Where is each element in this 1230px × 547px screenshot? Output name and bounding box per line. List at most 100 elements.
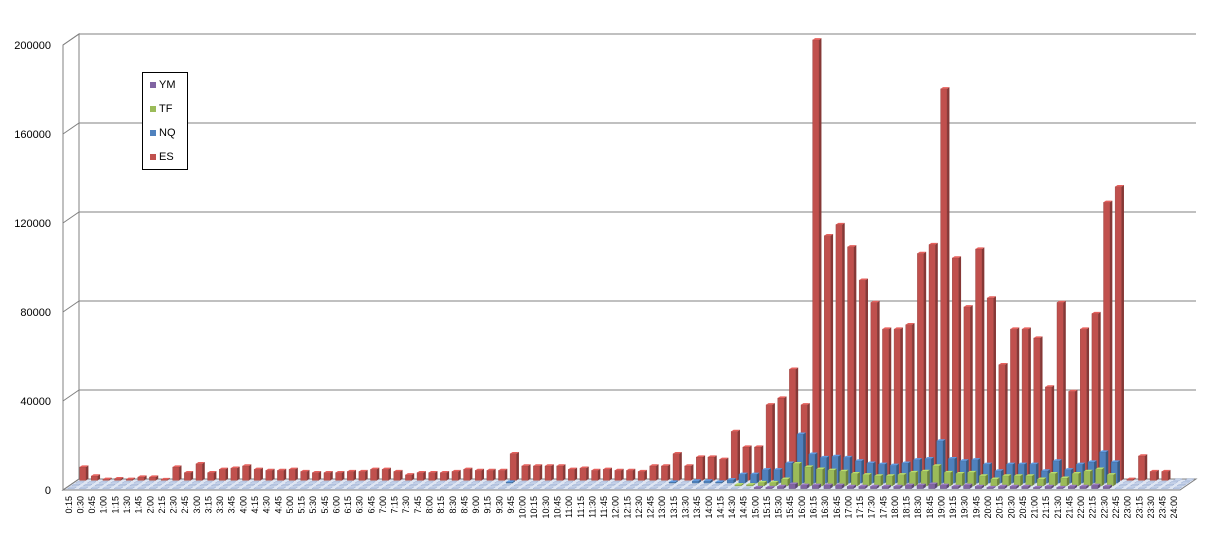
bar-tf — [978, 474, 988, 487]
bar-es — [335, 470, 345, 481]
bar-es — [207, 470, 217, 481]
legend-label-ym: YM — [159, 79, 176, 92]
bar-tf — [396, 484, 407, 487]
bar-es — [963, 305, 973, 481]
bar-nq — [284, 481, 295, 484]
bar-tf — [152, 484, 163, 487]
x-tick-label: 11:45 — [599, 496, 609, 518]
bar-nq — [552, 481, 563, 484]
gridlines — [62, 33, 1196, 491]
x-tick-label: 11:00 — [564, 496, 574, 518]
bar-ym — [194, 486, 206, 489]
bar-ym — [520, 486, 531, 489]
bar-ym — [753, 485, 763, 489]
bar-es — [1103, 200, 1113, 481]
x-tick-label: 22:15 — [1088, 496, 1098, 519]
bar-tf — [571, 484, 582, 487]
bar-tf — [140, 484, 151, 487]
x-tick-label: 12:15 — [622, 496, 632, 519]
bar-nq — [168, 481, 179, 484]
x-tick-label: 23:30 — [1146, 496, 1156, 519]
bar-es — [986, 296, 996, 481]
y-axis-ticks: 0 40000 80000 120000 160000 200000 — [14, 40, 64, 497]
bar-nq — [144, 481, 155, 484]
bar-nq — [412, 481, 423, 484]
bar-nq — [272, 481, 283, 484]
bar-nq — [540, 481, 551, 484]
bar-ym — [334, 486, 345, 489]
bar-tf — [687, 484, 698, 487]
bar-nq — [761, 468, 771, 484]
bar-tf — [420, 484, 431, 487]
x-tick-label: 21:15 — [1041, 496, 1051, 519]
bar-es — [1126, 477, 1136, 481]
bar-es — [1045, 385, 1055, 481]
bar-ym — [113, 486, 124, 489]
bar-tf — [594, 484, 605, 487]
x-tick-label: 16:00 — [797, 496, 807, 519]
x-tick-label: 16:15 — [808, 496, 818, 519]
y-tick-label: 0 — [45, 485, 51, 497]
x-tick-label: 14:45 — [739, 496, 749, 519]
legend-swatch-tf — [150, 106, 156, 113]
legend-swatch-ym — [150, 82, 156, 89]
y-tick-label: 160000 — [14, 129, 51, 141]
bar-tf — [1048, 471, 1058, 487]
bar-es — [370, 467, 380, 481]
bar-ym — [741, 486, 752, 489]
bar-nq — [249, 481, 260, 484]
bar-ym — [427, 486, 438, 489]
bar-tf — [850, 471, 860, 487]
x-tick-label: 2:00 — [145, 496, 155, 514]
bar-tf — [222, 484, 233, 487]
x-tick-label: 23:15 — [1134, 496, 1144, 519]
bar-nq — [86, 481, 97, 484]
bar-es — [556, 464, 566, 481]
bar-tf — [466, 484, 477, 487]
bar-tf — [1060, 476, 1070, 487]
bar-ym — [218, 486, 229, 489]
x-tick-label: 23:45 — [1158, 496, 1168, 519]
bar-nq — [458, 481, 470, 484]
bar-ym — [706, 486, 718, 489]
bar-tf — [431, 484, 442, 487]
bar-ym — [136, 486, 147, 489]
bar-es — [230, 466, 240, 481]
bar-nq — [1133, 481, 1144, 484]
bar-es — [300, 469, 310, 481]
bar-tf — [746, 483, 756, 487]
bar-es — [509, 452, 519, 481]
bar-es — [672, 452, 682, 481]
bar-ym — [998, 484, 1008, 489]
bar-ym — [870, 484, 880, 489]
bar-nq — [493, 481, 504, 484]
bar-nq — [517, 481, 528, 484]
bar-tf — [827, 468, 837, 487]
bar-ym — [299, 486, 310, 489]
bar-ym — [823, 483, 833, 489]
gridline — [62, 300, 1196, 313]
bar-tf — [105, 484, 116, 487]
bar-tf — [757, 480, 767, 487]
bar-es — [661, 464, 671, 481]
bar-es — [91, 474, 101, 481]
x-tick-label: 8:15 — [436, 496, 446, 514]
bar-es — [1138, 454, 1148, 481]
bar-ym — [462, 486, 473, 489]
bar-ym — [497, 486, 508, 489]
legend-swatch-es — [150, 154, 156, 161]
bar-es — [358, 469, 368, 481]
gridline — [62, 389, 1196, 402]
x-tick-label: 10:15 — [529, 496, 539, 519]
bar-es — [579, 466, 589, 481]
bar-ym — [765, 485, 775, 489]
bar-es — [824, 233, 834, 481]
x-tick-label: 7:45 — [413, 496, 423, 514]
bar-nq — [692, 479, 702, 484]
bar-nq — [447, 481, 458, 484]
x-tick-label: 22:45 — [1111, 496, 1121, 519]
x-tick-label: 20:45 — [1018, 496, 1028, 519]
bar-ym — [567, 486, 578, 489]
x-tick-label: 9:30 — [494, 496, 504, 514]
bar-es — [835, 222, 845, 481]
